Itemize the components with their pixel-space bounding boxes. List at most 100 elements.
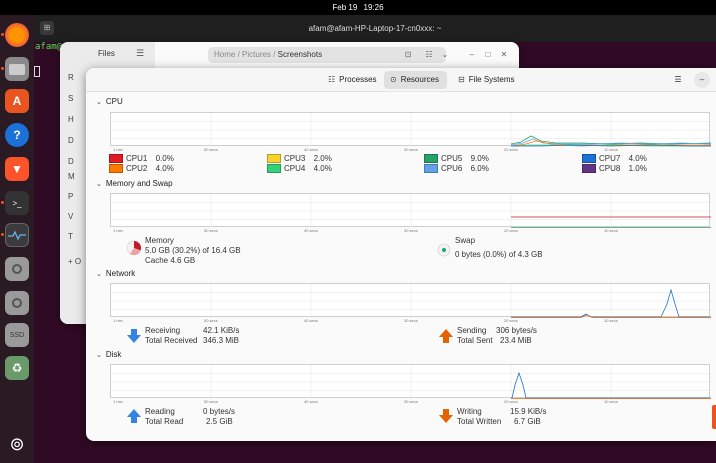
minimize-icon[interactable]: –	[469, 50, 475, 59]
cpu3-swatch[interactable]	[267, 154, 281, 164]
sidebar-item-videos[interactable]: V	[68, 212, 74, 221]
receiving-value: 42.1 KiB/s	[203, 326, 240, 335]
receiving-label: Receiving	[145, 326, 181, 335]
sidebar-item-home[interactable]: H	[68, 115, 74, 124]
disk-section-title[interactable]: ⌄ Disk	[96, 350, 121, 359]
tick-label: 10 secs	[604, 147, 618, 152]
terminal-titlebar[interactable]: ⊞ afam@afam-HP-Laptop-17-cn0xxx: ~	[34, 15, 716, 42]
drive-icon[interactable]	[5, 257, 29, 281]
cpu5-legend[interactable]: CPU5 9.0%	[424, 154, 489, 164]
running-indicator	[1, 233, 4, 236]
terminal-icon[interactable]: >_	[5, 191, 29, 215]
running-indicator	[1, 67, 4, 70]
tab-processes[interactable]: ☷ Processes	[322, 71, 385, 89]
memory-section-title[interactable]: ⌄ Memory and Swap	[96, 179, 173, 188]
show-apps-icon[interactable]: ⊚	[9, 433, 25, 454]
files-icon[interactable]	[5, 57, 29, 81]
minimize-icon[interactable]: –	[694, 72, 710, 88]
sidebar-item-desktop[interactable]: D	[68, 136, 74, 145]
sysmon-headerbar: ☷ Processes ⊙ Resources ⊟ File Systems ☰ –	[86, 68, 716, 92]
cpu3-legend[interactable]: CPU3 2.0%	[267, 154, 332, 164]
sidebar-item-other[interactable]: + O	[68, 257, 82, 266]
sending-arrow-icon[interactable]	[438, 328, 454, 344]
time-label[interactable]: 19:26	[363, 3, 384, 12]
running-indicator	[1, 33, 4, 36]
memory-title: Memory and Swap	[105, 179, 173, 188]
system-monitor-window[interactable]: ☷ Processes ⊙ Resources ⊟ File Systems ☰ – …	[86, 68, 716, 441]
path-screenshots[interactable]: Screenshots	[277, 50, 323, 59]
resources-icon: ⊙	[390, 75, 397, 84]
disk-graph-svg	[111, 365, 711, 399]
cpu7-legend[interactable]: CPU7 4.0%	[582, 154, 647, 164]
reading-value: 0 bytes/s	[203, 407, 236, 416]
cpu8-swatch[interactable]	[582, 164, 596, 174]
sidebar-item-documents[interactable]: D	[68, 157, 74, 166]
ssd-icon[interactable]: SSD	[5, 323, 29, 347]
tick-label: 20 secs	[504, 399, 518, 404]
cpu7-swatch[interactable]	[582, 154, 596, 164]
maximize-icon[interactable]: □	[485, 50, 491, 59]
cpu6-swatch[interactable]	[424, 164, 438, 174]
tick-label: 20 secs	[504, 228, 518, 233]
new-folder-icon[interactable]: ⊡	[404, 50, 412, 59]
tick-label: 30 secs	[404, 399, 418, 404]
chevron-down-icon[interactable]: ⌄	[441, 50, 449, 59]
receiving-arrow-icon[interactable]	[126, 328, 142, 344]
firefox-icon[interactable]	[5, 23, 29, 47]
writing-arrow-icon[interactable]	[438, 408, 454, 424]
cpu-value: 6.0%	[470, 164, 489, 173]
total-read-value: 2.5 GiB	[206, 417, 233, 426]
cpu4-legend[interactable]: CPU4 4.0%	[267, 164, 332, 174]
tab-resources[interactable]: ⊙ Resources	[384, 71, 447, 89]
tick-label: 40 secs	[304, 399, 318, 404]
system-monitor-icon[interactable]	[5, 223, 29, 247]
cpu-name: CPU6	[441, 164, 463, 173]
swap-label: Swap	[455, 236, 476, 245]
cpu1-legend[interactable]: CPU1 0.0%	[109, 154, 174, 164]
files-pathbar[interactable]: Home / Pictures / Screenshots	[208, 47, 446, 63]
writing-value: 15.9 KiB/s	[510, 407, 547, 416]
memory-pie-icon[interactable]	[126, 240, 142, 256]
top-bar[interactable]: Feb 19 19:26	[0, 0, 716, 15]
date-label[interactable]: Feb 19	[332, 3, 358, 12]
edge-handle[interactable]	[712, 405, 716, 429]
swap-value: 0 bytes (0.0%) of 4.3 GB	[455, 250, 543, 259]
cpu-graph: 1 min 50 secs 40 secs 30 secs 20 secs 10…	[110, 112, 711, 152]
tick-label: 40 secs	[304, 318, 318, 323]
sidebar-item-trash[interactable]: T	[68, 232, 73, 241]
cpu1-swatch[interactable]	[109, 154, 123, 164]
tick-label: 40 secs	[304, 147, 318, 152]
sidebar-item-pictures[interactable]: P	[68, 192, 74, 201]
app-center-icon[interactable]: A	[5, 89, 29, 113]
new-tab-icon[interactable]: ⊞	[40, 21, 54, 35]
view-options-icon[interactable]: ☷	[425, 50, 433, 59]
cpu8-legend[interactable]: CPU8 1.0%	[582, 164, 647, 174]
filesystems-icon: ⊟	[458, 75, 465, 84]
sidebar-item-music[interactable]: M	[68, 172, 75, 181]
cpu-graph-svg	[111, 113, 711, 147]
disk-graph: 1 min 50 secs 40 secs 30 secs 20 secs 10…	[110, 364, 711, 404]
cpu5-swatch[interactable]	[424, 154, 438, 164]
cpu6-legend[interactable]: CPU6 6.0%	[424, 164, 489, 174]
trash-icon[interactable]: ♻	[5, 356, 29, 380]
sidebar-item-starred[interactable]: S	[68, 94, 74, 103]
brave-icon[interactable]: ▼	[5, 157, 29, 181]
cpu2-legend[interactable]: CPU2 4.0%	[109, 164, 174, 174]
close-icon[interactable]: ✕	[500, 50, 508, 59]
tab-file-systems[interactable]: ⊟ File Systems	[452, 71, 523, 89]
path-pictures[interactable]: Pictures	[242, 50, 271, 59]
cpu-section-title[interactable]: ⌄ CPU	[96, 97, 123, 106]
files-menu-icon[interactable]: ☰	[136, 48, 145, 58]
network-section-title[interactable]: ⌄ Network	[96, 269, 135, 278]
swap-pie-icon[interactable]	[437, 243, 451, 257]
help-icon[interactable]: ?	[5, 123, 29, 147]
cpu4-swatch[interactable]	[267, 164, 281, 174]
reading-arrow-icon[interactable]	[126, 408, 142, 424]
tick-label: 10 secs	[604, 318, 618, 323]
path-home[interactable]: Home	[214, 50, 236, 59]
drive-icon[interactable]	[5, 291, 29, 315]
menu-icon[interactable]: ☰	[674, 75, 682, 84]
sidebar-item-recent[interactable]: R	[68, 73, 74, 82]
cpu2-swatch[interactable]	[109, 164, 123, 174]
tick-label: 30 secs	[404, 228, 418, 233]
